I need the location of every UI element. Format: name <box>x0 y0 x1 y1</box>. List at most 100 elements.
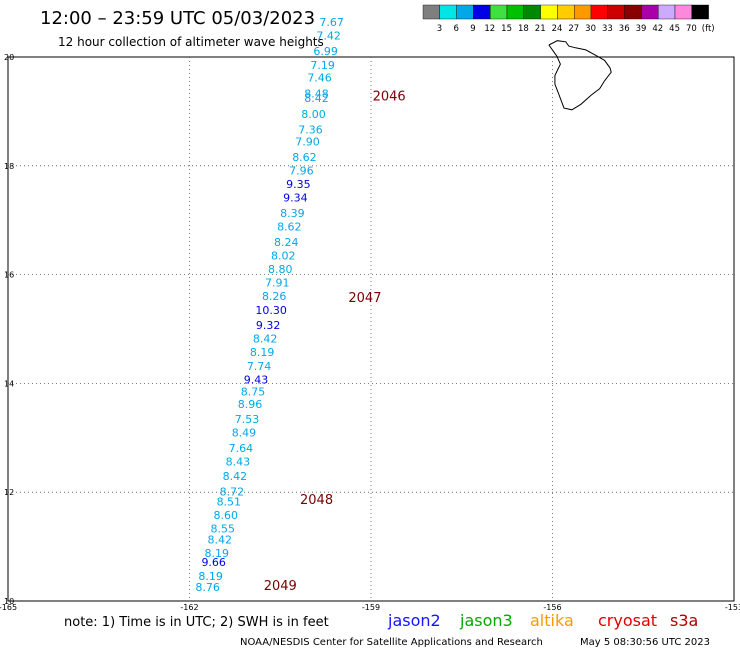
satellite-name-jason3: jason3 <box>459 611 513 630</box>
legend-swatch <box>607 4 625 20</box>
legend-swatch <box>574 4 592 20</box>
pass-number-label: 2049 <box>264 579 297 594</box>
color-legend: 3 6 9 12 15 18 21 24 27 30 33 36 39 42 45 70 (ft) <box>422 4 715 34</box>
legend-label: 18 <box>518 24 529 34</box>
x-tick-label: -159 <box>362 603 380 612</box>
swh-value-label: 8.48 <box>304 87 329 100</box>
tick-labels: -165 -162 -159 -156 -153 10 12 14 16 18 20 <box>0 53 740 612</box>
legend-swatch <box>658 4 676 20</box>
legend-swatch <box>523 4 541 20</box>
credit-text: NOAA/NESDIS Center for Satellite Applica… <box>240 637 543 648</box>
swh-value-label: 9.32 <box>256 319 281 332</box>
y-tick-label: 14 <box>4 379 14 388</box>
swh-value-label: 7.42 <box>316 30 341 43</box>
pass-labels: 2046 2047 2048 2049 <box>264 90 406 595</box>
swh-value-label: 8.42 <box>208 533 233 546</box>
legend-label: 3 <box>437 24 442 34</box>
swh-value-label: 8.72 <box>220 485 245 498</box>
x-tick-label: -162 <box>180 603 198 612</box>
big-island-coastline <box>548 40 612 111</box>
satellite-name-cryosat: cryosat <box>598 611 657 630</box>
swh-value-label: 8.02 <box>271 249 296 262</box>
legend-swatch <box>422 4 440 20</box>
legend-label: 45 <box>669 24 680 34</box>
pass-number-label: 2046 <box>373 90 406 105</box>
swh-value-label: 8.76 <box>195 581 220 594</box>
satellite-name-jason2: jason2 <box>387 611 441 630</box>
swh-value-label: 8.62 <box>277 221 302 234</box>
x-tick-label: -156 <box>543 603 561 612</box>
swh-value-label: 8.26 <box>262 290 287 303</box>
x-tick-label: -153 <box>725 603 740 612</box>
legend-swatch <box>641 4 659 20</box>
swh-value-label: 8.42 <box>304 92 329 105</box>
swh-value-label: 8.19 <box>204 547 229 560</box>
legend-swatch <box>540 4 558 20</box>
legend-label: 36 <box>619 24 630 34</box>
swh-value-label: 7.53 <box>235 413 260 426</box>
swh-value-label: 7.64 <box>229 442 254 455</box>
swh-value-label: 8.60 <box>214 509 239 522</box>
swh-value-label: 9.66 <box>201 556 226 569</box>
legend-swatch <box>506 4 524 20</box>
chart-subtitle: 12 hour collection of altimeter wave hei… <box>58 35 324 49</box>
legend-label: 27 <box>568 24 579 34</box>
chart-title: 12:00 – 23:59 UTC 05/03/2023 <box>40 8 315 29</box>
swh-value-label: 8.42 <box>223 470 248 483</box>
swh-value-label: 8.62 <box>292 151 317 164</box>
legend-label: 33 <box>602 24 613 34</box>
legend-label: 24 <box>552 24 563 34</box>
swh-value-label: 7.90 <box>295 136 320 149</box>
y-tick-label: 12 <box>4 488 14 497</box>
legend-swatch <box>557 4 575 20</box>
legend-swatch <box>456 4 474 20</box>
timestamp: May 5 08:30:56 UTC 2023 <box>580 637 710 648</box>
swh-value-label: 7.46 <box>307 71 332 84</box>
pass-number-label: 2047 <box>348 291 381 306</box>
swh-value-label: 9.43 <box>244 373 269 386</box>
legend-label: 70 <box>686 24 697 34</box>
footnote: note: 1) Time is in UTC; 2) SWH is in fe… <box>64 615 329 630</box>
swh-value-label: 8.19 <box>198 570 223 583</box>
swh-value-label: 8.49 <box>232 427 257 440</box>
swh-value-label: 8.55 <box>211 522 236 535</box>
legend-swatch <box>473 4 491 20</box>
swh-value-label: 8.42 <box>253 333 278 346</box>
legend-label: 12 <box>484 24 495 34</box>
satellite-legend: jason2 jason3 altika cryosat s3a <box>387 611 698 630</box>
swh-value-label: 7.36 <box>298 124 323 137</box>
legend-label: 21 <box>535 24 546 34</box>
satellite-name-s3a: s3a <box>670 611 698 630</box>
y-tick-label: 18 <box>4 162 14 171</box>
legend-swatch <box>674 4 692 20</box>
satellite-name-altika: altika <box>530 611 574 630</box>
legend-swatch <box>490 4 508 20</box>
swh-values: 8.768.199.668.198.428.558.608.518.728.42… <box>195 16 344 594</box>
legend-label: 42 <box>652 24 663 34</box>
grid-lines <box>8 57 734 601</box>
legend-swatch <box>439 4 457 20</box>
pass-number-label: 2048 <box>300 493 333 508</box>
swh-value-label: 8.80 <box>268 263 293 276</box>
x-tick-label: -165 <box>0 603 17 612</box>
swh-value-label: 6.99 <box>313 45 338 58</box>
legend-swatch <box>590 4 608 20</box>
legend-label: 30 <box>585 24 596 34</box>
swh-value-label: 7.19 <box>310 59 335 72</box>
swh-value-label: 8.24 <box>274 236 299 249</box>
legend-label: (ft) <box>702 24 715 34</box>
swh-value-label: 8.75 <box>241 385 266 398</box>
swh-value-label: 7.74 <box>247 360 272 373</box>
swh-value-label: 9.35 <box>286 178 311 191</box>
swh-value-label: 9.34 <box>283 192 308 205</box>
swh-value-label: 10.30 <box>255 304 287 317</box>
swh-value-label: 8.00 <box>301 108 326 121</box>
swh-value-label: 7.67 <box>319 16 344 29</box>
swh-value-label: 8.39 <box>280 207 305 220</box>
swh-value-label: 7.91 <box>265 277 290 290</box>
swh-value-label: 8.96 <box>238 398 263 411</box>
y-tick-label: 20 <box>4 53 14 62</box>
legend-label: 6 <box>453 24 458 34</box>
